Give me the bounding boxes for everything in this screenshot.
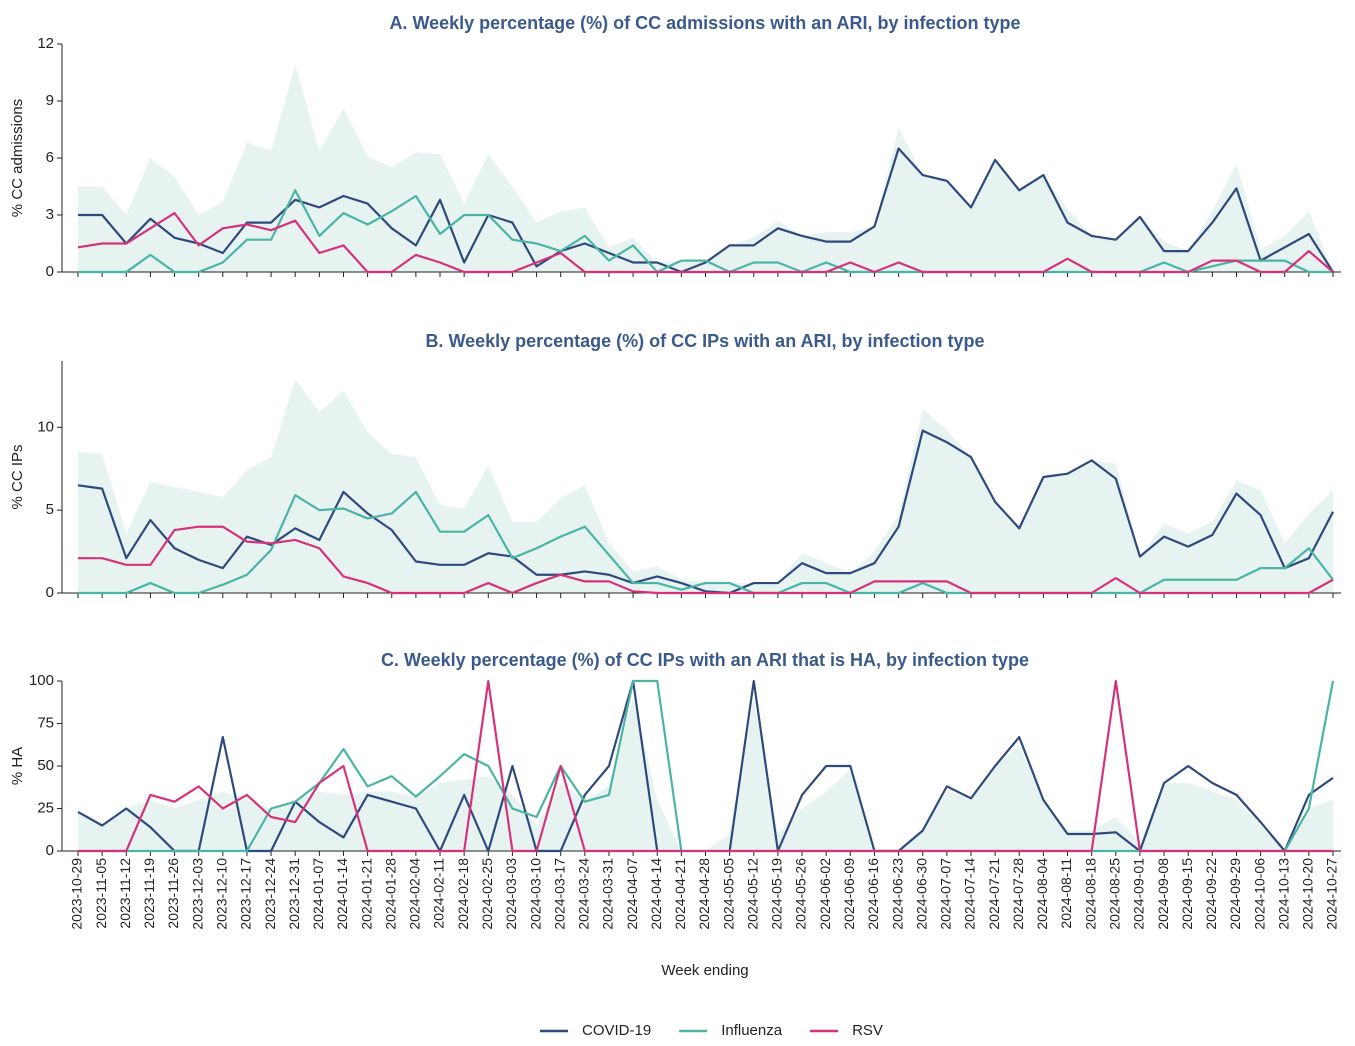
x-tick-label: 2024-05-05 (720, 858, 736, 930)
y-tick-label: 0 (46, 842, 54, 859)
x-tick-label: 2023-12-24 (262, 858, 278, 930)
legend-label: Influenza (721, 1022, 783, 1039)
x-tick-label: 2024-10-27 (1324, 858, 1340, 930)
y-tick-label: 9 (46, 92, 54, 109)
x-axis-label: Week ending (661, 962, 748, 979)
series-line (78, 490, 1334, 595)
total-area (78, 64, 1333, 273)
y-tick-label: 6 (46, 149, 54, 166)
series-line (78, 679, 1333, 853)
y-axis-label: % CC IPs (9, 444, 26, 509)
x-tick-label: 2024-03-03 (503, 858, 519, 930)
x-tick-label: 2024-08-11 (1058, 858, 1074, 929)
x-tick-label: 2024-03-31 (600, 858, 616, 930)
x-tick-label: 2024-09-08 (1155, 858, 1171, 930)
y-tick-label: 10 (37, 418, 54, 435)
x-tick-label: 2024-06-16 (865, 858, 881, 930)
x-tick-label: 2024-09-15 (1179, 858, 1195, 930)
x-tick-label: 2024-01-14 (334, 858, 350, 930)
x-tick-label: 2024-02-25 (479, 858, 495, 930)
x-tick-label: 2024-06-23 (889, 858, 905, 930)
x-tick-label: 2024-04-21 (672, 858, 688, 930)
x-tick-label: 2024-07-21 (986, 858, 1002, 930)
y-tick-label: 5 (46, 501, 54, 518)
x-tick-label: 2024-01-28 (382, 858, 398, 930)
legend-label: RSV (852, 1022, 883, 1039)
x-tick-label: 2023-11-12 (117, 858, 133, 929)
x-tick-label: 2024-04-28 (696, 858, 712, 930)
x-tick-label: 2024-02-18 (455, 858, 471, 930)
panel-title: C. Weekly percentage (%) of CC IPs with … (381, 650, 1029, 670)
x-tick-label: 2024-02-04 (407, 858, 423, 930)
x-tick-label: 2024-08-04 (1034, 858, 1050, 930)
x-tick-label: 2024-02-11 (431, 858, 447, 929)
x-tick-label: 2024-03-10 (527, 858, 543, 930)
x-tick-label: 2023-11-19 (141, 858, 157, 929)
y-axis-label: % CC admissions (9, 99, 26, 217)
x-tick-label: 2024-06-09 (841, 858, 857, 930)
x-tick-label: 2024-04-14 (648, 858, 664, 930)
x-tick-label: 2023-10-29 (69, 858, 85, 930)
x-tick-label: 2024-08-25 (1106, 858, 1122, 930)
x-tick-label: 2024-10-06 (1251, 858, 1267, 930)
y-tick-label: 3 (46, 206, 54, 223)
x-tick-label: 2023-12-03 (189, 858, 205, 930)
x-tick-label: 2023-12-10 (214, 858, 230, 930)
x-tick-label: 2024-10-13 (1275, 858, 1291, 930)
y-tick-label: 0 (46, 263, 54, 280)
x-tick-label: 2024-01-21 (358, 858, 374, 930)
y-tick-label: 100 (29, 672, 54, 689)
legend-label: COVID-19 (582, 1022, 651, 1039)
total-area (78, 698, 1333, 851)
x-tick-label: 2024-06-30 (913, 858, 929, 930)
x-tick-label: 2024-05-26 (793, 858, 809, 930)
total-area (78, 379, 1333, 593)
x-tick-label: 2023-11-26 (165, 858, 181, 929)
y-axis-label: % HA (9, 747, 26, 785)
y-tick-label: 50 (37, 757, 54, 774)
series-line (77, 429, 1334, 595)
x-tick-label: 2024-07-28 (1010, 858, 1026, 930)
x-tick-label: 2024-07-14 (962, 858, 978, 930)
x-tick-label: 2024-07-07 (938, 858, 954, 930)
x-tick-label: 2024-03-17 (551, 858, 567, 930)
x-tick-label: 2023-12-17 (238, 858, 254, 930)
x-tick-label: 2024-03-24 (576, 858, 592, 930)
x-tick-label: 2024-01-07 (310, 858, 326, 930)
x-tick-label: 2024-05-12 (744, 858, 760, 930)
series-line (77, 212, 1334, 274)
x-tick-label: 2024-10-20 (1300, 858, 1316, 930)
x-tick-label: 2023-11-05 (93, 858, 109, 929)
x-tick-label: 2024-04-07 (624, 858, 640, 930)
x-tick-label: 2024-09-01 (1131, 858, 1147, 930)
y-tick-label: 0 (46, 584, 54, 601)
panel-title: B. Weekly percentage (%) of CC IPs with … (425, 331, 984, 351)
y-tick-label: 12 (37, 35, 54, 52)
x-tick-label: 2023-12-31 (286, 858, 302, 930)
x-tick-label: 2024-05-19 (769, 858, 785, 930)
x-tick-label: 2024-08-18 (1082, 858, 1098, 930)
y-tick-label: 75 (37, 714, 54, 731)
panel-title: A. Weekly percentage (%) of CC admission… (389, 13, 1020, 33)
y-tick-label: 25 (37, 799, 54, 816)
x-tick-label: 2024-09-29 (1227, 858, 1243, 930)
x-tick-label: 2024-09-22 (1203, 858, 1219, 930)
x-tick-label: 2024-06-02 (817, 858, 833, 930)
series-line (78, 525, 1334, 595)
